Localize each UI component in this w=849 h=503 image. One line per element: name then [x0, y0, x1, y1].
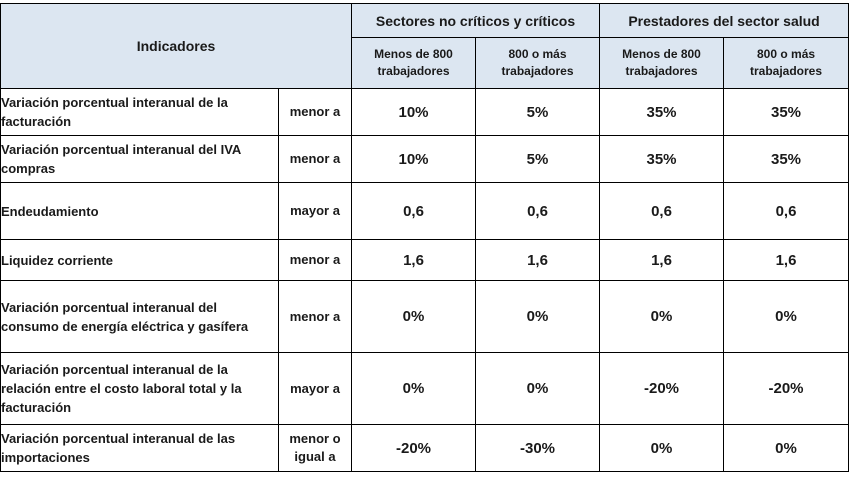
value-cell: 0% [351, 280, 476, 353]
table-row: Variación porcentual interanual de la re… [0, 352, 849, 425]
value-cell: -20% [599, 352, 725, 425]
value-cell: 0% [599, 424, 725, 472]
indicator-name: Variación porcentual interanual del cons… [0, 280, 279, 353]
value-cell: 0% [599, 280, 725, 353]
value-cell: 35% [723, 135, 849, 183]
value-cell: 1,6 [474, 239, 601, 281]
value-cell: 0,6 [351, 182, 476, 240]
value-cell: 10% [351, 135, 476, 183]
comparator: menor a [278, 88, 352, 136]
subheader-800-mas-sectores: 800 o más trabajadores [474, 37, 601, 89]
indicators-table: Indicadores Sectores no críticos y críti… [0, 3, 849, 472]
subheader-800-mas-salud: 800 o más trabajadores [723, 37, 849, 89]
comparator: menor a [278, 135, 352, 183]
table-row: Liquidez corriente menor a 1,6 1,6 1,6 1… [0, 239, 849, 281]
value-cell: 0,6 [599, 182, 725, 240]
value-cell: 1,6 [599, 239, 725, 281]
value-cell: 0% [723, 424, 849, 472]
value-cell: 35% [599, 135, 725, 183]
value-cell: -20% [723, 352, 849, 425]
value-cell: -20% [351, 424, 476, 472]
comparator: mayor a [278, 352, 352, 425]
comparator: mayor a [278, 182, 352, 240]
comparator: menor a [278, 280, 352, 353]
group-header-salud: Prestadores del sector salud [599, 3, 849, 38]
indicator-name: Variación porcentual interanual de la fa… [0, 88, 279, 136]
value-cell: 0,6 [723, 182, 849, 240]
subheader-menos-800-salud: Menos de 800 trabajadores [599, 37, 725, 89]
group-header-sectores: Sectores no críticos y críticos [350, 3, 601, 38]
table-row: Endeudamiento mayor a 0,6 0,6 0,6 0,6 [0, 182, 849, 240]
header-indicadores: Indicadores [0, 3, 352, 89]
value-cell: 5% [474, 88, 601, 136]
value-cell: -30% [474, 424, 601, 472]
value-cell: 1,6 [723, 239, 849, 281]
comparator: menor a [278, 239, 352, 281]
value-cell: 0% [351, 352, 476, 425]
value-cell: 0,6 [474, 182, 601, 240]
indicator-name: Variación porcentual interanual de las i… [0, 424, 279, 472]
value-cell: 0% [723, 280, 849, 353]
value-cell: 5% [474, 135, 601, 183]
value-cell: 1,6 [351, 239, 476, 281]
indicator-name: Variación porcentual interanual de la re… [0, 352, 279, 425]
value-cell: 35% [599, 88, 725, 136]
value-cell: 0% [474, 280, 601, 353]
value-cell: 10% [351, 88, 476, 136]
table-row: Variación porcentual interanual del cons… [0, 280, 849, 353]
value-cell: 0% [474, 352, 601, 425]
table-row: Variación porcentual interanual de las i… [0, 424, 849, 472]
subheader-menos-800-sectores: Menos de 800 trabajadores [351, 37, 476, 89]
indicator-name: Endeudamiento [0, 182, 279, 240]
table-row: Variación porcentual interanual del IVA … [0, 135, 849, 183]
indicator-name: Liquidez corriente [0, 239, 279, 281]
value-cell: 35% [723, 88, 849, 136]
table-row: Variación porcentual interanual de la fa… [0, 88, 849, 136]
indicator-name: Variación porcentual interanual del IVA … [0, 135, 279, 183]
comparator: menor o igual a [278, 424, 352, 472]
